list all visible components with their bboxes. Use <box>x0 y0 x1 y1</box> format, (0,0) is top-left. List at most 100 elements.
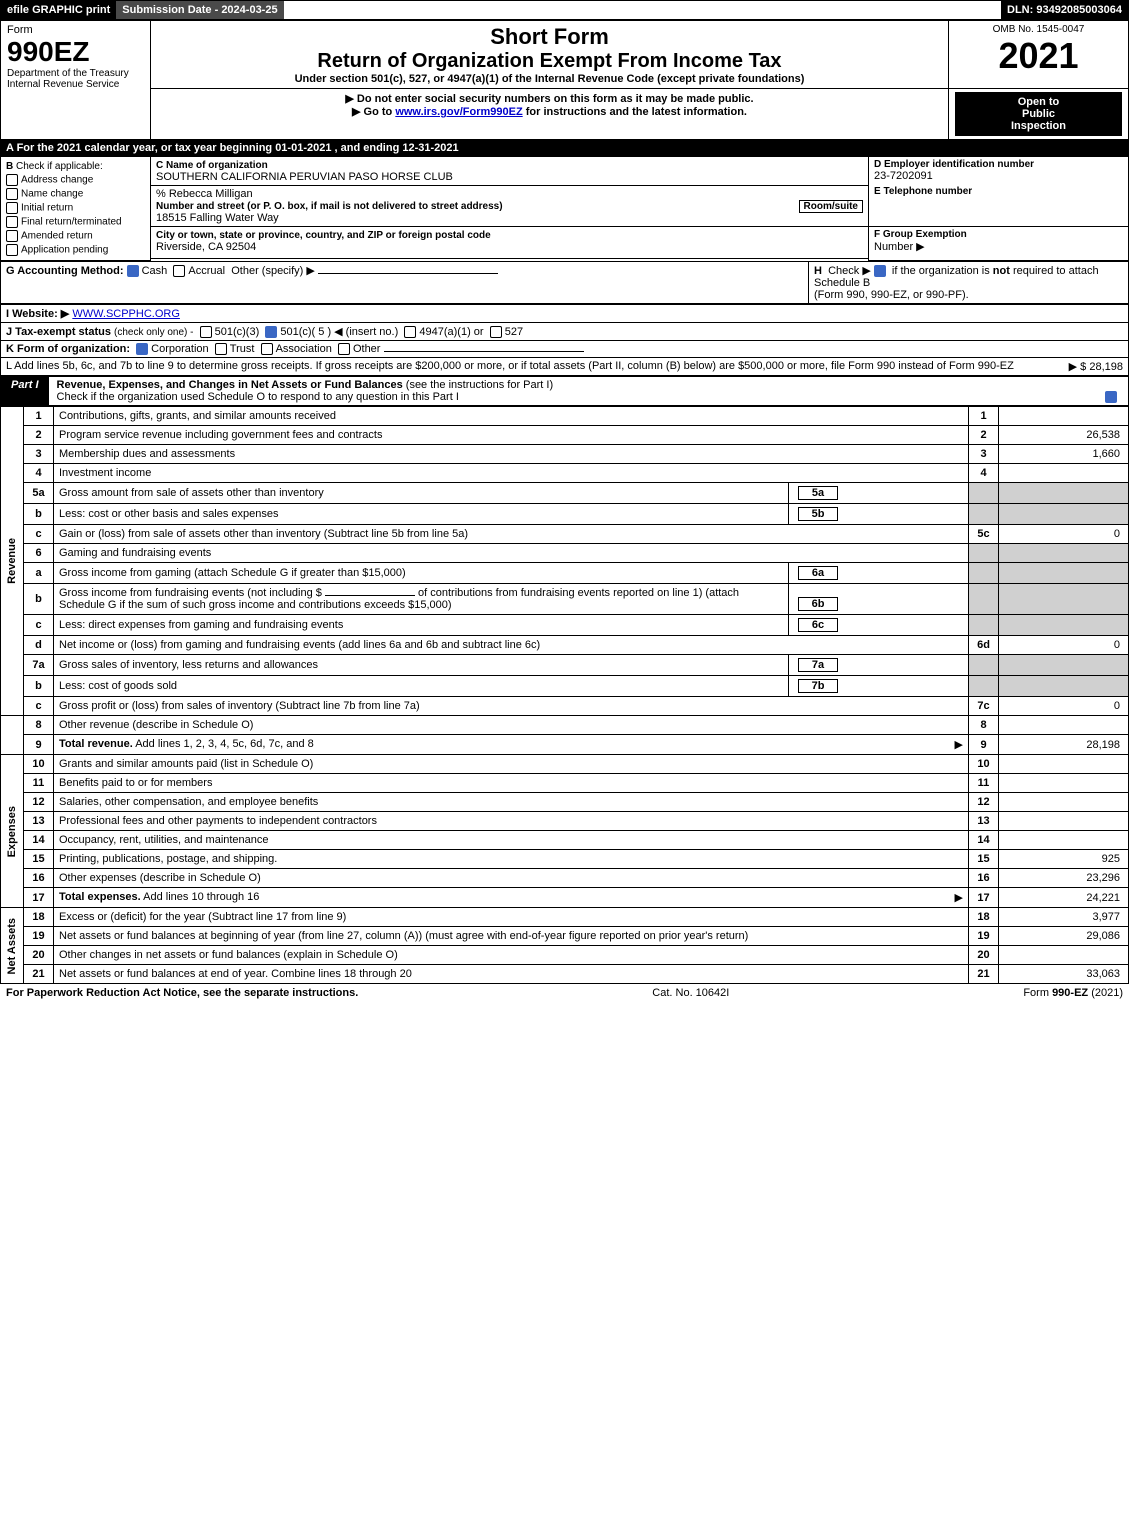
sub-6a: 6a <box>798 566 838 580</box>
part1-header: Part I Revenue, Expenses, and Changes in… <box>0 376 1129 406</box>
chk-schedule-o-used[interactable] <box>1105 391 1120 403</box>
ln-12: 12 <box>24 793 54 812</box>
footer-right: Form 990-EZ (2021) <box>1023 987 1123 999</box>
ln-7c: c <box>24 697 54 716</box>
d-label: D Employer identification number <box>874 159 1123 170</box>
chk-accrual[interactable] <box>173 265 188 277</box>
lbl-4947a1: 4947(a)(1) or <box>419 326 483 338</box>
chk-initial-return[interactable] <box>6 203 21 214</box>
b-label: B <box>6 161 13 172</box>
h-not: not <box>993 265 1010 277</box>
col-21: 21 <box>969 965 999 984</box>
chk-association[interactable] <box>261 343 276 355</box>
chk-527[interactable] <box>490 326 505 338</box>
desc-6d: Net income or (loss) from gaming and fun… <box>54 636 969 655</box>
chk-cash[interactable] <box>127 265 142 277</box>
return-title: Return of Organization Exempt From Incom… <box>157 50 942 73</box>
col-17: 17 <box>969 888 999 908</box>
amt-11 <box>999 774 1129 793</box>
ln-8: 8 <box>24 716 54 735</box>
amt-1 <box>999 407 1129 426</box>
desc-14: Occupancy, rent, utilities, and maintena… <box>54 831 969 850</box>
col-15: 15 <box>969 850 999 869</box>
ln-5c: c <box>24 525 54 544</box>
j-label: J Tax-exempt status <box>6 326 111 338</box>
ln-21: 21 <box>24 965 54 984</box>
chk-4947a1[interactable] <box>404 326 419 338</box>
chk-other-org[interactable] <box>338 343 353 355</box>
lbl-name-change: Name change <box>21 189 83 200</box>
desc-7a: Gross sales of inventory, less returns a… <box>54 655 789 676</box>
chk-501c[interactable] <box>265 326 280 338</box>
desc-5a: Gross amount from sale of assets other t… <box>54 483 789 504</box>
lbl-other-org: Other <box>353 343 381 355</box>
ln-5a: 5a <box>24 483 54 504</box>
col-7c: 7c <box>969 697 999 716</box>
lbl-corporation: Corporation <box>151 343 208 355</box>
info-block: B Check if applicable: Address change Na… <box>0 156 1129 261</box>
k-label: K Form of organization: <box>6 343 130 355</box>
desc-3: Membership dues and assessments <box>54 445 969 464</box>
submission-date: Submission Date - 2024-03-25 <box>116 1 283 19</box>
chk-corporation[interactable] <box>136 343 151 355</box>
chk-trust[interactable] <box>215 343 230 355</box>
irs-link[interactable]: www.irs.gov/Form990EZ <box>395 106 522 118</box>
ln-3: 3 <box>24 445 54 464</box>
chk-amended-return[interactable] <box>6 231 21 242</box>
col-5a-shade <box>969 483 999 504</box>
form-header: Form 990EZ Department of the Treasury In… <box>0 20 1129 140</box>
i-label: I Website: ▶ <box>6 308 69 320</box>
lbl-address-change: Address change <box>21 175 93 186</box>
lbl-other-method: Other (specify) ▶ <box>231 265 315 277</box>
h-text4: (Form 990, 990-EZ, or 990-PF). <box>814 289 969 301</box>
chk-final-return[interactable] <box>6 217 21 228</box>
col-10: 10 <box>969 755 999 774</box>
efile-print-button[interactable]: efile GRAPHIC print <box>1 1 116 19</box>
netassets-side-label: Net Assets <box>6 918 18 974</box>
dln: DLN: 93492085003064 <box>1001 1 1128 19</box>
room-suite-lbl: Room/suite <box>799 200 863 213</box>
open-line1: Open to <box>959 96 1118 108</box>
amt-12 <box>999 793 1129 812</box>
part1-tab: Part I <box>1 377 49 405</box>
website-link[interactable]: WWW.SCPPHC.ORG <box>72 308 180 320</box>
revenue-side-label: Revenue <box>6 538 18 584</box>
ln-18: 18 <box>24 908 54 927</box>
col-8: 8 <box>969 716 999 735</box>
desc-18: Excess or (deficit) for the year (Subtra… <box>54 908 969 927</box>
col-3: 3 <box>969 445 999 464</box>
ln-13: 13 <box>24 812 54 831</box>
col-4: 4 <box>969 464 999 483</box>
ssn-warning: ▶ Do not enter social security numbers o… <box>157 92 942 105</box>
desc-13: Professional fees and other payments to … <box>54 812 969 831</box>
chk-501c3[interactable] <box>200 326 215 338</box>
note2-post: for instructions and the latest informat… <box>523 106 747 118</box>
form-word: Form <box>7 24 144 36</box>
irs-label: Internal Revenue Service <box>7 79 144 90</box>
desc-7c: Gross profit or (loss) from sales of inv… <box>54 697 969 716</box>
tax-year: 2021 <box>955 35 1122 77</box>
open-to-public: Open to Public Inspection <box>955 92 1122 136</box>
h-label: H <box>814 265 822 277</box>
chk-name-change[interactable] <box>6 189 21 200</box>
c-name-lbl: Name of organization <box>166 160 268 171</box>
lbl-association: Association <box>276 343 332 355</box>
col-14: 14 <box>969 831 999 850</box>
ln-6c: c <box>24 615 54 636</box>
desc-6b: Gross income from fundraising events (no… <box>54 584 789 615</box>
desc-20: Other changes in net assets or fund bala… <box>54 946 969 965</box>
desc-5b: Less: cost or other basis and sales expe… <box>54 504 789 525</box>
lbl-cash: Cash <box>142 265 168 277</box>
desc-5c: Gain or (loss) from sale of assets other… <box>54 525 969 544</box>
chk-address-change[interactable] <box>6 175 21 186</box>
chk-schedule-b-not-required[interactable] <box>874 265 889 277</box>
short-form-title: Short Form <box>157 24 942 50</box>
amt-17: 24,221 <box>999 888 1129 908</box>
b-check-if: Check if applicable: <box>16 161 103 172</box>
desc-6c: Less: direct expenses from gaming and fu… <box>54 615 789 636</box>
amt-14 <box>999 831 1129 850</box>
chk-application-pending[interactable] <box>6 245 21 256</box>
part1-hint: (see the instructions for Part I) <box>406 379 553 391</box>
desc-6b-1: Gross income from fundraising events (no… <box>59 587 322 599</box>
part1-title: Revenue, Expenses, and Changes in Net As… <box>49 377 1128 405</box>
